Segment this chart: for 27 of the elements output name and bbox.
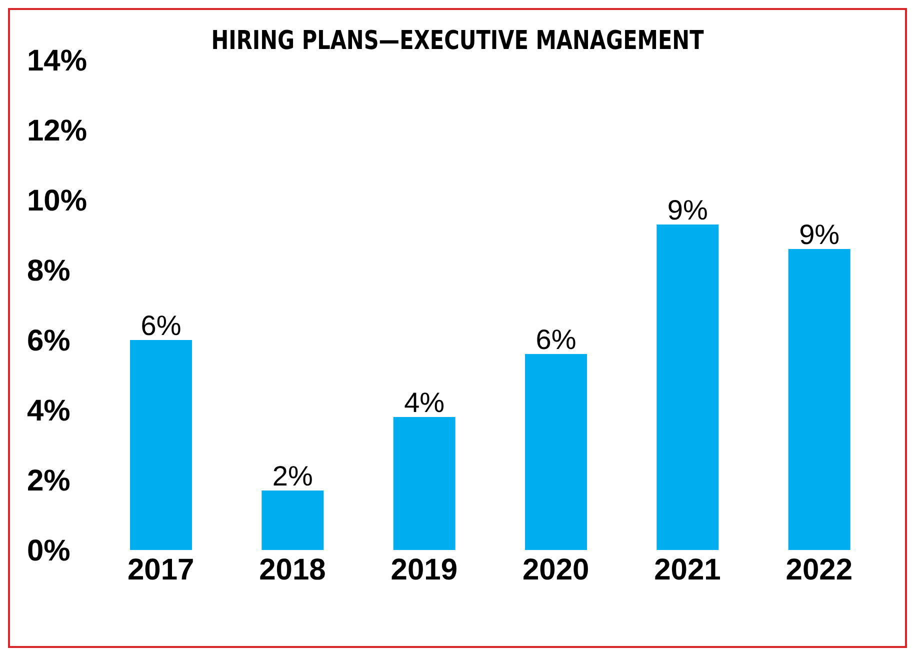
bar xyxy=(525,354,587,550)
x-tick-label: 2017 xyxy=(127,553,194,586)
y-tick-label: 6% xyxy=(27,324,70,358)
y-tick-label: 8% xyxy=(27,254,70,288)
data-label: 6% xyxy=(140,310,182,341)
data-label: 6% xyxy=(536,324,576,355)
bar xyxy=(262,490,324,550)
data-label: 9% xyxy=(667,194,708,226)
x-tick-label: 2021 xyxy=(654,553,721,586)
y-tick-label: 10% xyxy=(27,184,88,218)
x-tick-label: 2022 xyxy=(786,553,853,586)
y-tick-label: 4% xyxy=(27,394,70,428)
data-label: 4% xyxy=(404,387,445,418)
data-label: 2% xyxy=(272,460,313,492)
x-tick-label: 2018 xyxy=(259,553,326,586)
bar xyxy=(788,249,850,550)
y-tick-label: 0% xyxy=(27,534,70,568)
y-tick-label: 12% xyxy=(27,114,88,148)
x-tick-label: 2019 xyxy=(390,553,458,586)
bar xyxy=(393,417,456,550)
x-tick-label: 2020 xyxy=(522,553,590,586)
bar xyxy=(656,224,719,550)
y-tick-label: 14% xyxy=(27,44,88,78)
chart-title: HIRING PLANS—EXECUTIVE MANAGEMENT xyxy=(210,26,705,56)
data-label: 9% xyxy=(799,219,840,250)
y-tick-label: 2% xyxy=(27,464,70,498)
bar xyxy=(130,340,192,550)
